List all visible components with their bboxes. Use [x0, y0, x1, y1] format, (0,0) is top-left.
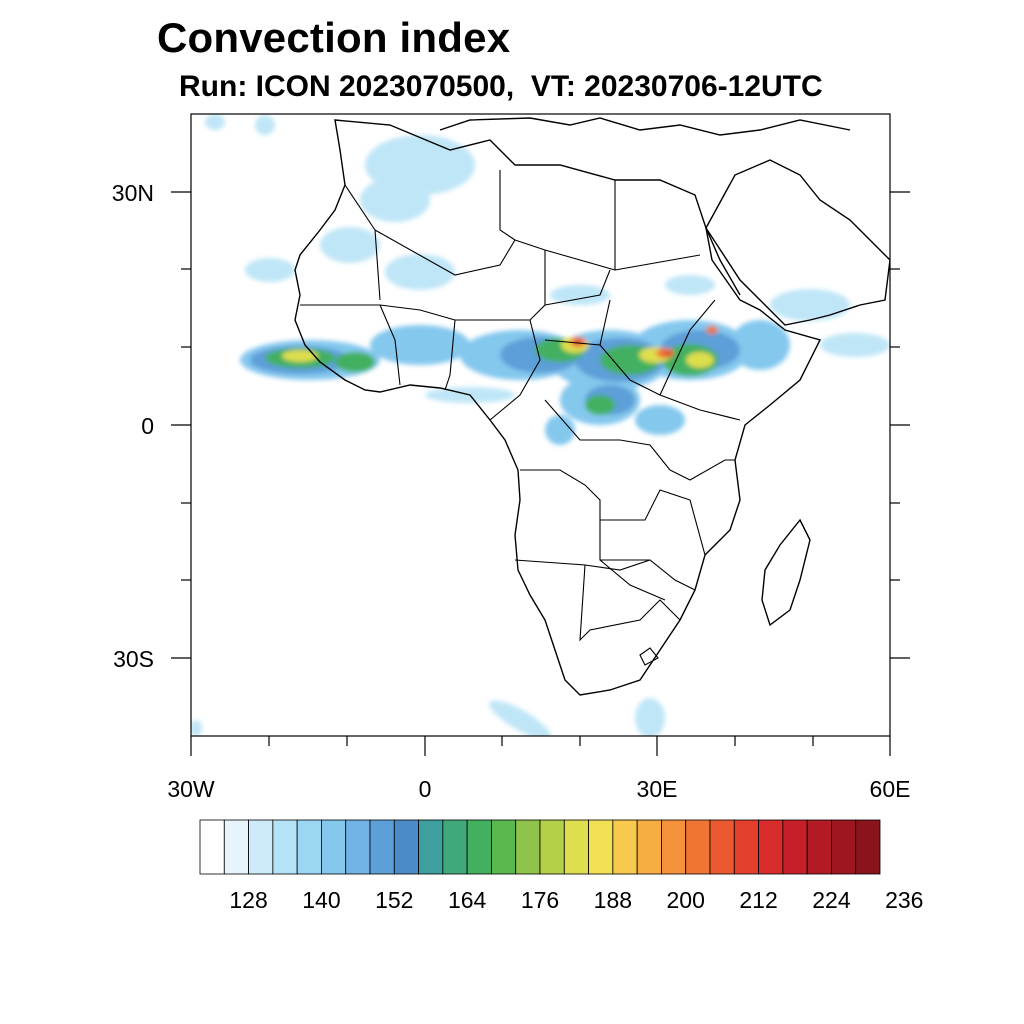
- colorbar-swatch: [491, 819, 517, 875]
- colorbar-tick-label: 152: [375, 887, 414, 913]
- arabia-coast: [705, 159, 890, 326]
- colorbar-swatch: [272, 819, 298, 875]
- colorbar-tick-label: 224: [812, 887, 851, 913]
- madagascar-coast: [761, 518, 811, 627]
- tick-marks: [171, 191, 910, 756]
- colorbar-swatch: [418, 819, 444, 875]
- lat-label-30s: 30S: [113, 646, 154, 672]
- colorbar-swatch: [296, 819, 322, 875]
- chart-title: Convection index: [157, 14, 511, 61]
- colorbar-tick-label: 236: [885, 887, 924, 913]
- europe-coast: [439, 117, 851, 136]
- colorbar-swatch: [661, 819, 687, 875]
- colorbar-swatch: [733, 819, 759, 875]
- colorbar-swatch: [199, 819, 225, 875]
- colorbar-swatch: [588, 819, 614, 875]
- colorbar-swatch: [855, 819, 881, 875]
- colorbar-swatch: [782, 819, 808, 875]
- colorbar-tick-label: 188: [593, 887, 633, 913]
- chart-subtitle: Run: ICON 2023070500, VT: 20230706-12UTC: [179, 70, 823, 103]
- colorbar-tick-label: 200: [666, 887, 705, 913]
- colorbar-swatch: [709, 819, 735, 875]
- low-index-shading: [191, 114, 890, 736]
- convection-field: [191, 114, 890, 736]
- colorbar-swatch: [685, 819, 711, 875]
- colorbar-swatch: [563, 819, 589, 875]
- red-sea: [705, 227, 741, 296]
- colorbar-swatch: [442, 819, 468, 875]
- colorbar-swatch: [806, 819, 832, 875]
- colorbar-swatch: [369, 819, 395, 875]
- colorbar-swatch: [223, 819, 249, 875]
- colorbar-swatch: [539, 819, 565, 875]
- lon-label-60e: 60E: [869, 776, 911, 802]
- colorbar-swatch: [758, 819, 784, 875]
- colorbar-swatch: [831, 819, 857, 875]
- colorbar-swatch: [321, 819, 347, 875]
- lon-label-0: 0: [418, 776, 432, 802]
- colorbar-swatch: [248, 819, 274, 875]
- lon-label-30e: 30E: [636, 776, 678, 802]
- colorbar-swatch: [515, 819, 541, 875]
- colorbar-tick-label: 176: [520, 887, 560, 913]
- lon-label-30w: 30W: [167, 776, 215, 802]
- lat-label-0: 0: [141, 413, 154, 439]
- colorbar-tick-label: 128: [229, 887, 268, 913]
- colorbar-swatch: [466, 819, 492, 875]
- colorbar-swatch: [393, 819, 419, 875]
- lat-label-30n: 30N: [111, 180, 154, 206]
- colorbar-swatch: [345, 819, 371, 875]
- country-borders: [300, 170, 741, 666]
- colorbar: [199, 819, 881, 875]
- coastlines: [294, 117, 890, 696]
- colorbar-tick-label: 140: [302, 887, 341, 913]
- colorbar-swatch: [636, 819, 662, 875]
- map-frame: [190, 113, 891, 737]
- colorbar-swatch: [612, 819, 638, 875]
- colorbar-tick-label: 212: [739, 887, 778, 913]
- colorbar-tick-label: 164: [447, 887, 487, 913]
